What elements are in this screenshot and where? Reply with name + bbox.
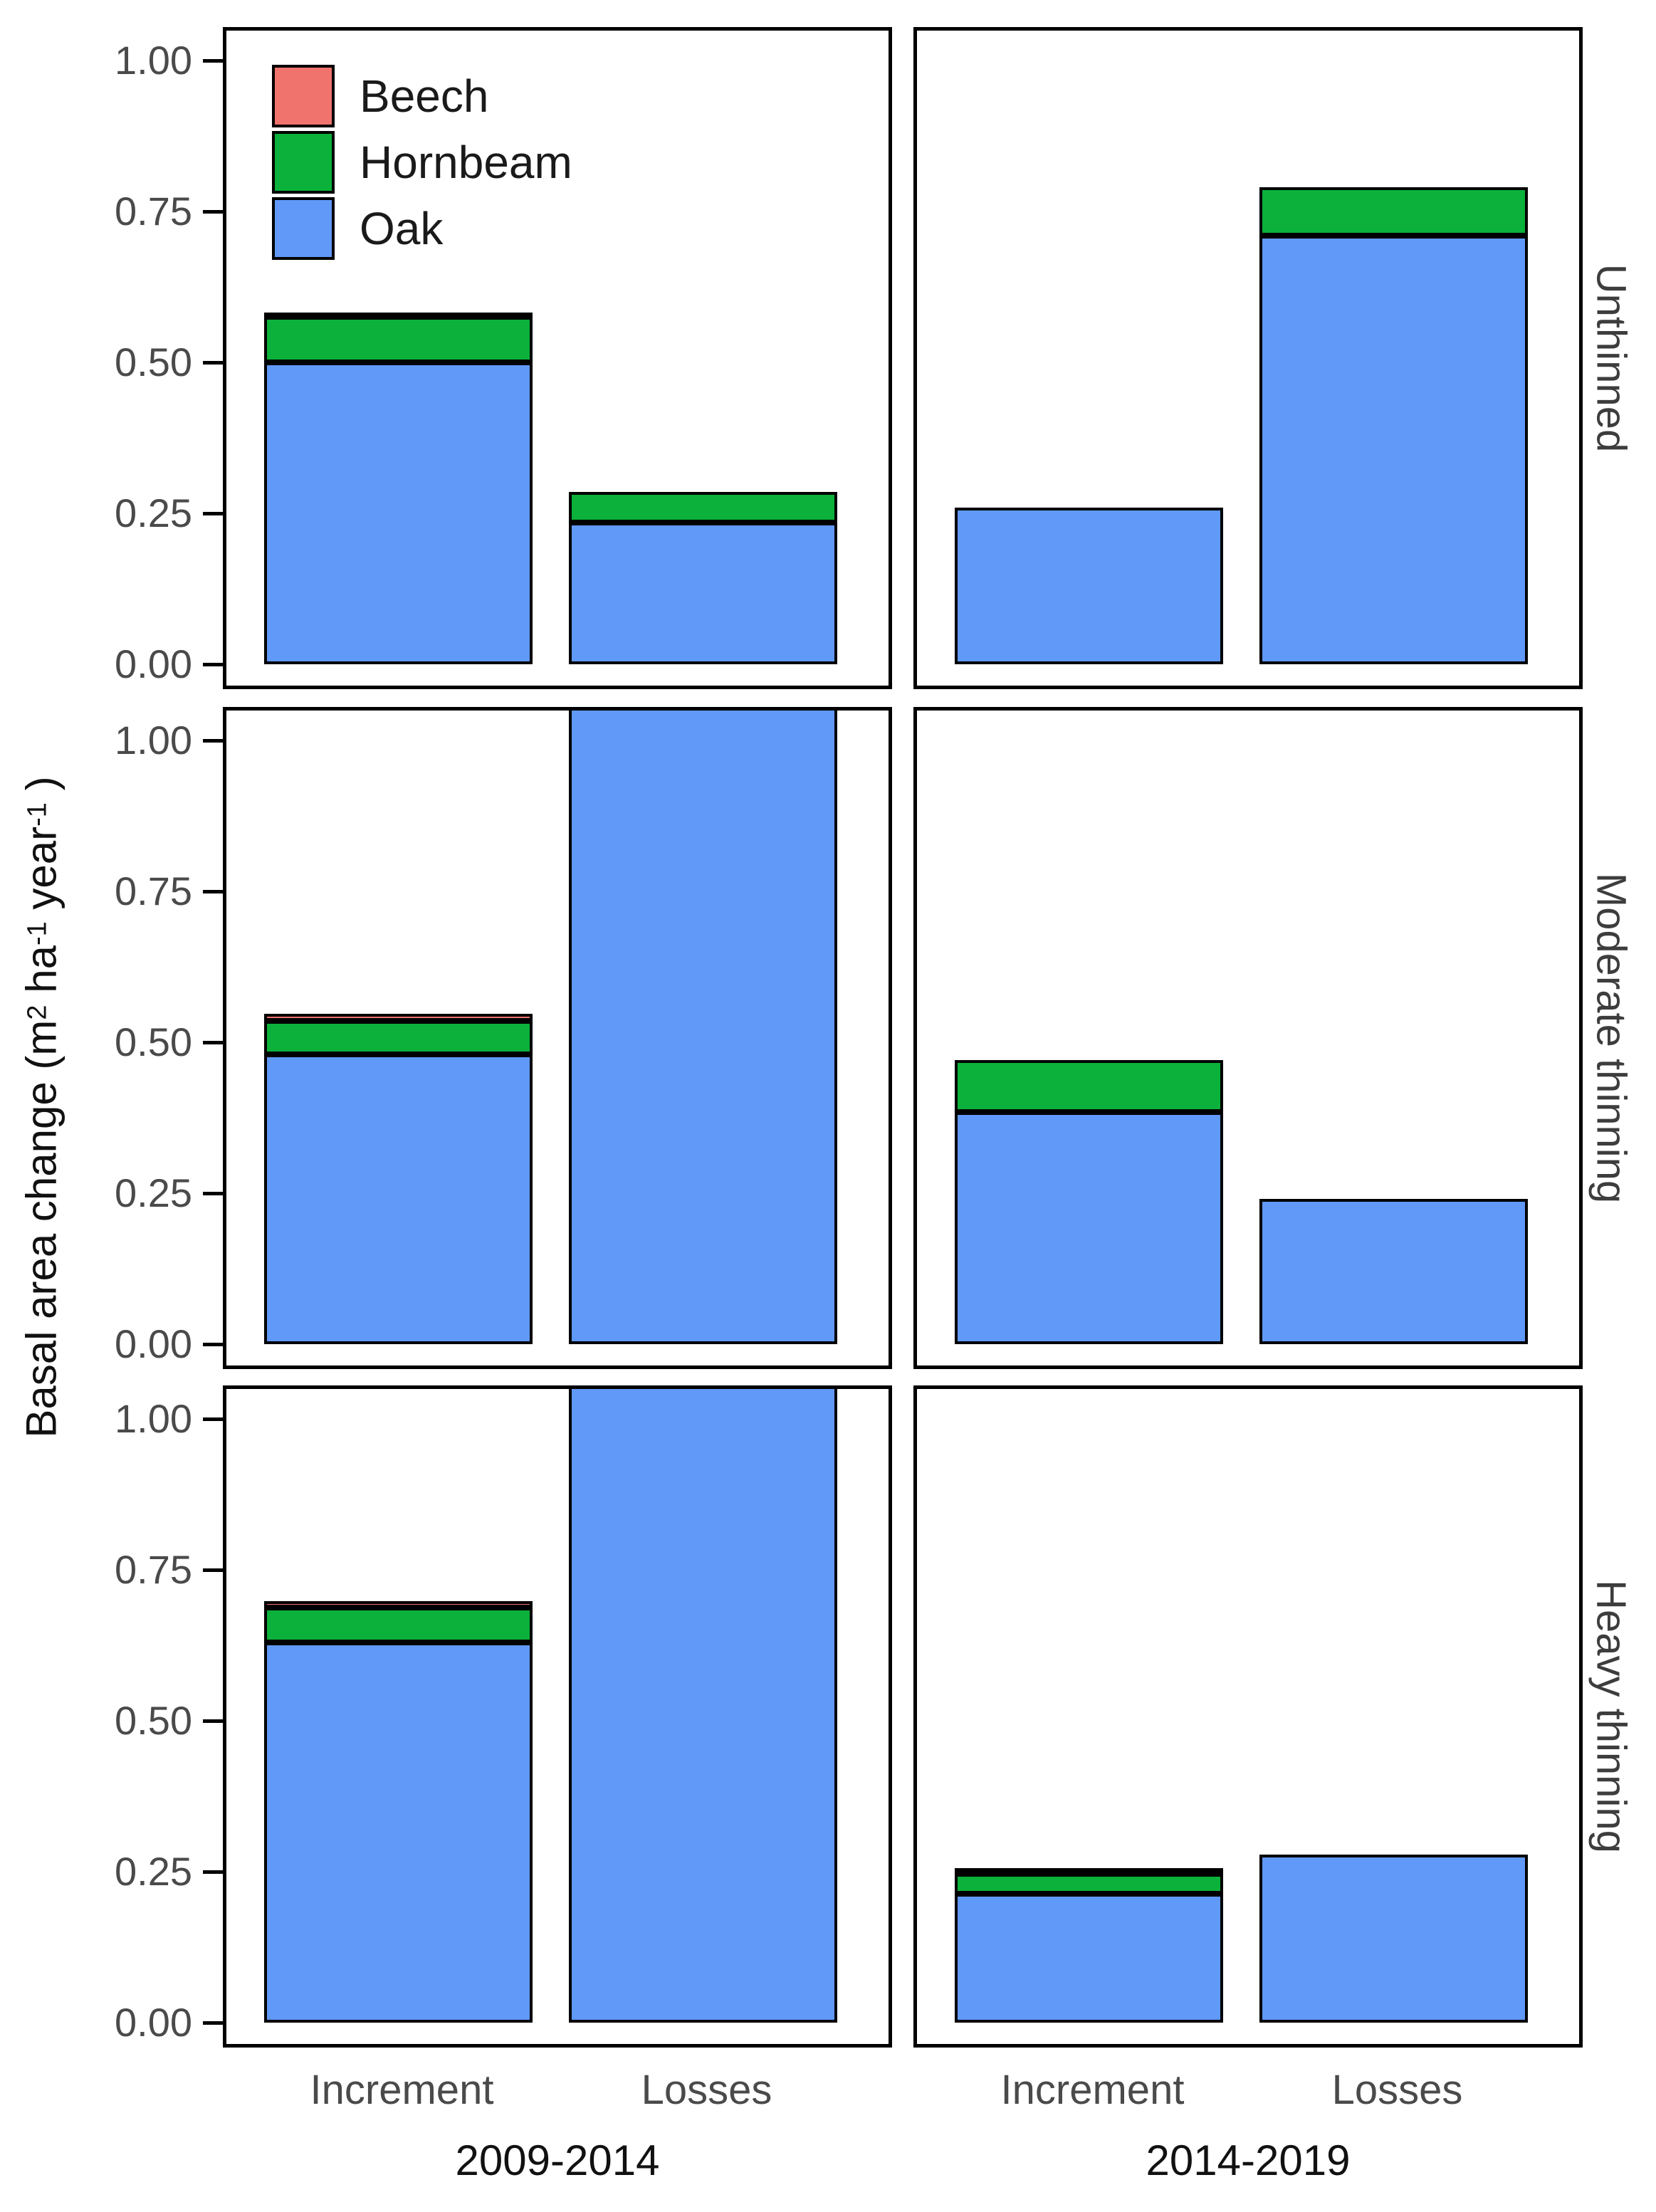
y-tick-mark bbox=[203, 1417, 223, 1421]
facet-column-label-2014-2019: 2014-2019 bbox=[1146, 2137, 1351, 2184]
bar-segment-hornbeam-increment bbox=[264, 1021, 533, 1054]
bar-segment-hornbeam-increment bbox=[955, 1874, 1223, 1894]
bar-segment-oak-losses bbox=[1259, 1199, 1528, 1344]
legend-key-beech bbox=[272, 65, 335, 127]
y-tick-label: 0.75 bbox=[115, 189, 192, 234]
y-tick-label: 0.25 bbox=[115, 1849, 192, 1894]
y-tick-mark bbox=[203, 361, 223, 365]
y-tick-label: 0.50 bbox=[115, 1698, 192, 1743]
y-axis-title-text: ) bbox=[17, 776, 65, 803]
y-tick-mark bbox=[203, 1041, 223, 1044]
y-tick-mark bbox=[203, 59, 223, 63]
facet-row-label-moderate-thinning: Moderate thinning bbox=[1588, 872, 1635, 1204]
y-tick-mark bbox=[203, 1343, 223, 1346]
bar-segment-beech-increment bbox=[955, 1867, 1223, 1875]
x-category-label-increment: Increment bbox=[310, 2067, 494, 2113]
bar-segment-oak-increment bbox=[264, 362, 533, 664]
y-tick-mark bbox=[203, 1568, 223, 1572]
facet-row-label-heavy-thinning: Heavy thinning bbox=[1588, 1580, 1635, 1853]
y-tick-label: 0.00 bbox=[115, 1321, 192, 1366]
y-axis-title-superscript: -1 bbox=[22, 921, 53, 946]
y-tick-mark bbox=[203, 890, 223, 893]
y-tick-label: 1.00 bbox=[115, 1396, 192, 1441]
legend-key-oak bbox=[272, 197, 335, 260]
y-tick-mark bbox=[203, 663, 223, 666]
y-tick-mark bbox=[203, 1870, 223, 1874]
bar-segment-hornbeam-increment bbox=[955, 1060, 1223, 1112]
legend-key-hornbeam bbox=[272, 131, 335, 194]
legend-label-hornbeam: Hornbeam bbox=[360, 137, 572, 188]
legend-label-beech: Beech bbox=[360, 70, 489, 122]
bar-segment-hornbeam-increment bbox=[264, 1608, 533, 1642]
y-tick-label: 0.50 bbox=[115, 1019, 192, 1064]
y-tick-mark bbox=[203, 512, 223, 515]
bar-segment-oak-increment bbox=[955, 1894, 1223, 2023]
y-axis-title: Basal area change (m2 ha-1 year-1 ) bbox=[17, 776, 66, 1437]
x-category-label-losses: Losses bbox=[1331, 2067, 1463, 2113]
bar-segment-oak-increment bbox=[264, 1642, 533, 2023]
bar-segment-oak-losses bbox=[569, 711, 837, 1344]
y-tick-mark bbox=[203, 210, 223, 214]
bar-segment-beech-increment bbox=[264, 313, 533, 319]
bar-segment-beech-increment bbox=[264, 1014, 533, 1022]
panel-heavy-thinning-2014-2019 bbox=[913, 1385, 1583, 2048]
y-tick-mark bbox=[203, 1192, 223, 1195]
x-category-label-increment: Increment bbox=[1000, 2067, 1185, 2113]
bar-segment-oak-losses bbox=[1259, 235, 1528, 664]
facet-row-label-unthinned: Unthinned bbox=[1588, 263, 1635, 453]
x-category-label-losses: Losses bbox=[641, 2067, 772, 2113]
y-tick-label: 0.00 bbox=[115, 641, 192, 686]
bar-segment-hornbeam-increment bbox=[264, 317, 533, 362]
panel-moderate-thinning-2009-2014 bbox=[223, 707, 892, 1369]
panel-unthinned-2009-2014: Beech Hornbeam Oak bbox=[223, 27, 892, 689]
y-tick-label: 0.75 bbox=[115, 869, 192, 913]
y-tick-mark bbox=[203, 2021, 223, 2025]
bar-segment-oak-increment bbox=[955, 1111, 1223, 1344]
y-tick-label: 0.75 bbox=[115, 1547, 192, 1592]
y-axis-title-text: Basal area change (m bbox=[17, 1019, 65, 1438]
panel-unthinned-2014-2019 bbox=[913, 27, 1583, 689]
y-axis-title-superscript: -1 bbox=[22, 802, 53, 827]
y-tick-mark bbox=[203, 739, 223, 743]
facet-column-label-2009-2014: 2009-2014 bbox=[455, 2137, 660, 2184]
bar-segment-hornbeam-losses bbox=[569, 492, 837, 523]
bar-segment-oak-losses bbox=[569, 522, 837, 664]
panel-moderate-thinning-2014-2019 bbox=[913, 707, 1583, 1369]
y-axis-title-text: ha bbox=[17, 945, 65, 1005]
y-tick-label: 0.50 bbox=[115, 340, 192, 384]
bar-segment-oak-losses bbox=[569, 1389, 837, 2023]
bar-segment-oak-increment bbox=[955, 507, 1223, 664]
y-tick-label: 0.00 bbox=[115, 2000, 192, 2045]
bar-segment-hornbeam-losses bbox=[1259, 187, 1528, 236]
y-tick-label: 0.25 bbox=[115, 491, 192, 535]
panel-heavy-thinning-2009-2014 bbox=[223, 1385, 892, 2048]
y-tick-mark bbox=[203, 1719, 223, 1723]
y-axis-title-superscript: 2 bbox=[22, 1005, 53, 1020]
y-tick-label: 0.25 bbox=[115, 1170, 192, 1215]
y-tick-label: 1.00 bbox=[115, 38, 192, 83]
y-axis-title-text: year bbox=[17, 826, 65, 922]
bar-segment-oak-increment bbox=[264, 1054, 533, 1344]
bar-segment-beech-increment bbox=[264, 1601, 533, 1608]
y-tick-label: 1.00 bbox=[115, 718, 192, 762]
bar-segment-oak-losses bbox=[1259, 1855, 1528, 2023]
legend-label-oak: Oak bbox=[360, 203, 444, 254]
